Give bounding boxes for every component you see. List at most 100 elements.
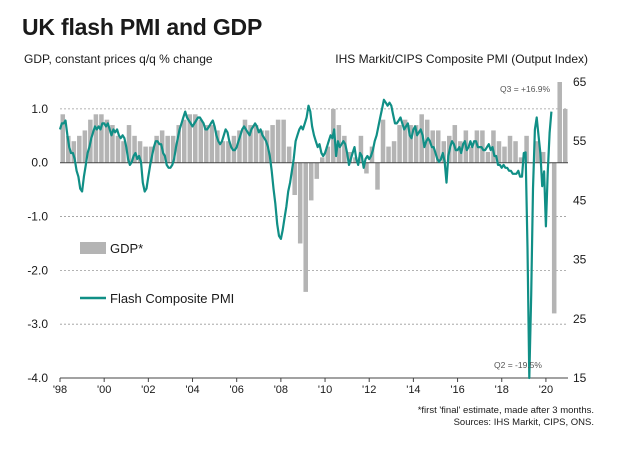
left-tick-label: -4.0 <box>27 371 48 385</box>
gdp-bar <box>187 114 193 163</box>
left-axis-title: GDP, constant prices q/q % change <box>24 52 213 66</box>
gdp-bar <box>82 130 88 163</box>
x-tick-label: '14 <box>406 384 420 396</box>
x-tick-label: '12 <box>362 384 376 396</box>
gdp-bar <box>170 135 176 163</box>
gdp-bar <box>551 162 557 314</box>
gdp-bar <box>342 135 347 163</box>
gdp-bar <box>176 125 181 163</box>
gdp-bar <box>281 119 286 163</box>
tick-labels: 1.0 0.0 -1.0 -2.0 -3.0 -4.0 65 55 45 35 25 15 '98 '00… <box>27 75 586 396</box>
left-tick-label: -3.0 <box>27 317 48 331</box>
gdp-bar <box>110 125 115 163</box>
gdp-bars <box>60 82 568 314</box>
gdp-bar <box>193 114 198 163</box>
gdp-bar <box>402 119 408 163</box>
gdp-bar <box>165 135 170 163</box>
legend: GDP* Flash Composite PMI <box>80 241 234 306</box>
gdp-bar <box>115 135 121 163</box>
right-tick-label: 45 <box>573 193 587 207</box>
gdp-bar <box>60 114 66 163</box>
left-tick-label: -1.0 <box>27 210 48 224</box>
gdp-bar <box>259 130 264 163</box>
left-tick-label: 0.0 <box>31 156 48 170</box>
gdp-bar <box>524 135 529 163</box>
x-tick-label: '00 <box>97 384 111 396</box>
gdp-bar <box>364 162 369 174</box>
gdp-bar <box>353 157 358 163</box>
gdp-bar <box>66 135 71 163</box>
right-tick-label: 15 <box>573 371 587 385</box>
gdp-bar <box>391 141 397 163</box>
gdp-bar <box>408 125 413 163</box>
x-tick-label: '06 <box>230 384 244 396</box>
gdp-bar <box>275 119 281 163</box>
gdp-bar <box>557 82 562 163</box>
gdp-bar <box>397 125 402 163</box>
footnote-estimate: *first 'final' estimate, made after 3 mo… <box>417 405 594 416</box>
gdp-bar <box>292 162 297 196</box>
x-tick-label: '18 <box>495 384 509 396</box>
legend-bar-swatch <box>80 242 106 254</box>
x-tick-label: '98 <box>53 384 67 396</box>
gdp-bar <box>220 141 226 163</box>
gdp-bar <box>132 135 137 163</box>
gdp-bar <box>303 162 308 292</box>
legend-line-label: Flash Composite PMI <box>110 291 234 306</box>
gdp-bar <box>137 141 143 163</box>
right-axis-title: IHS Markit/CIPS Composite PMI (Output In… <box>335 52 588 66</box>
gdp-bar <box>540 151 546 163</box>
x-tick-label: '20 <box>539 384 553 396</box>
gdp-bar <box>435 130 441 163</box>
gdp-bar <box>347 151 353 163</box>
gdp-bar <box>375 162 380 190</box>
right-tick-label: 35 <box>573 253 587 267</box>
gdp-bar <box>419 114 424 163</box>
gdp-bar <box>314 162 320 179</box>
gdp-bar <box>380 119 386 163</box>
annotations: Q3 = +16.9% Q2 = -19.5% <box>494 84 551 370</box>
grid-layer <box>60 108 568 325</box>
footnote: *first 'final' estimate, made after 3 mo… <box>418 405 594 429</box>
gdp-bar <box>562 108 568 163</box>
gdp-bar <box>237 130 242 163</box>
gdp-bar <box>204 125 209 163</box>
gdp-bar <box>99 114 104 163</box>
pmi-line <box>58 98 553 380</box>
x-tick-label: '10 <box>318 384 332 396</box>
gdp-bar <box>325 146 331 163</box>
gdp-bar <box>93 114 99 163</box>
gdp-bar <box>441 141 447 163</box>
gdp-bar <box>242 119 248 163</box>
annotation-q2: Q2 = -19.5% <box>494 360 542 370</box>
gdp-bar <box>386 146 391 163</box>
x-tick-label: '02 <box>141 384 155 396</box>
gdp-bar <box>286 146 292 163</box>
right-tick-label: 55 <box>573 134 587 148</box>
gdp-bar <box>358 135 364 163</box>
gdp-bar <box>253 125 259 163</box>
footnote-sources: Sources: IHS Markit, CIPS, ONS. <box>453 417 594 428</box>
gdp-bar <box>297 162 303 244</box>
left-tick-label: -2.0 <box>27 263 48 277</box>
annotation-q3: Q3 = +16.9% <box>500 84 551 94</box>
x-tick-label: '16 <box>450 384 464 396</box>
gdp-bar <box>198 119 204 163</box>
gdp-bar <box>77 135 82 163</box>
gdp-bar <box>121 141 126 163</box>
gdp-bar <box>320 157 325 163</box>
gdp-bar <box>308 162 314 201</box>
gdp-bar <box>181 119 187 163</box>
gdp-bar <box>148 146 154 163</box>
gdp-bar <box>518 157 524 163</box>
gdp-bar <box>104 119 110 163</box>
gdp-bar <box>143 146 148 163</box>
gdp-bar <box>507 135 513 163</box>
chart-title: UK flash PMI and GDP <box>22 14 263 40</box>
gdp-bar <box>248 125 253 163</box>
gdp-bar <box>270 125 275 163</box>
left-tick-label: 1.0 <box>31 102 48 116</box>
gdp-bar <box>513 141 518 163</box>
x-tick-label: '04 <box>185 384 199 396</box>
